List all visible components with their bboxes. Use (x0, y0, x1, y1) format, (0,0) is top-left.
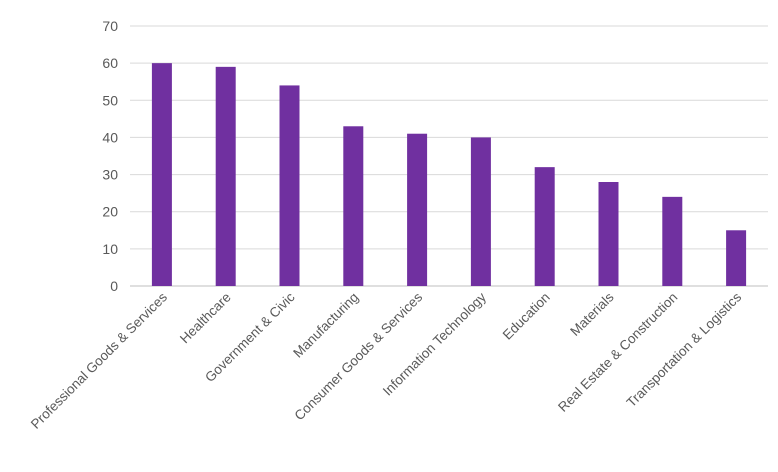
x-category-label: Consumer Goods & Services (292, 289, 426, 423)
y-tick-label: 50 (102, 92, 118, 108)
bar (534, 167, 555, 286)
y-tick-label: 10 (102, 241, 118, 257)
x-category-label: Manufacturing (290, 290, 361, 361)
bar (407, 133, 428, 286)
y-tick-label: 20 (102, 204, 118, 220)
bar (662, 196, 683, 286)
bar (726, 230, 747, 286)
x-category-label: Real Estate & Construction (555, 290, 680, 415)
y-tick-label: 40 (102, 129, 118, 145)
x-category-label: Information Technology (380, 289, 489, 398)
y-tick-label: 60 (102, 55, 118, 71)
x-category-label: Healthcare (177, 290, 234, 347)
bar (279, 85, 300, 286)
x-category-label: Materials (567, 289, 617, 339)
y-tick-label: 30 (102, 167, 118, 183)
y-tick-label: 0 (110, 278, 118, 294)
x-category-label: Education (500, 290, 553, 343)
bar (215, 66, 236, 286)
bar (151, 63, 172, 287)
bar (470, 137, 491, 286)
y-tick-label: 70 (102, 18, 118, 34)
bar (598, 182, 619, 286)
x-category-label: Professional Goods & Services (28, 289, 170, 431)
x-category-label: Transportation & Logistics (624, 289, 745, 410)
bar (343, 126, 364, 287)
